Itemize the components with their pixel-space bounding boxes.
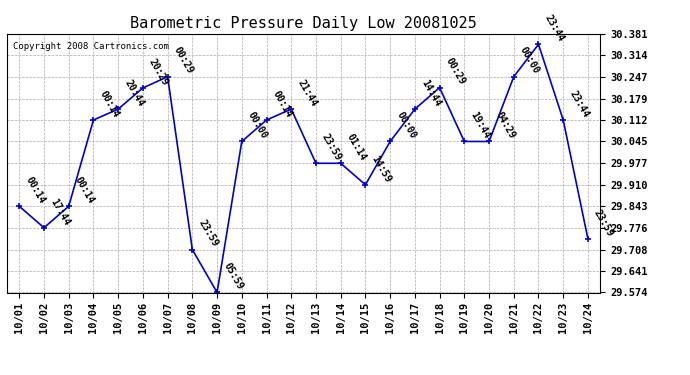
Text: 23:59: 23:59: [592, 208, 615, 238]
Text: 20:29: 20:29: [147, 57, 170, 87]
Text: 00:00: 00:00: [246, 110, 269, 141]
Text: 23:44: 23:44: [542, 13, 566, 44]
Text: 00:14: 00:14: [23, 175, 47, 206]
Text: 00:14: 00:14: [270, 89, 294, 119]
Text: 00:29: 00:29: [172, 45, 195, 76]
Text: 23:59: 23:59: [197, 218, 220, 249]
Text: 17:44: 17:44: [48, 196, 72, 227]
Title: Barometric Pressure Daily Low 20081025: Barometric Pressure Daily Low 20081025: [130, 16, 477, 31]
Text: 00:29: 00:29: [444, 56, 467, 87]
Text: Copyright 2008 Cartronics.com: Copyright 2008 Cartronics.com: [13, 42, 169, 51]
Text: 23:44: 23:44: [567, 89, 591, 119]
Text: 23:59: 23:59: [320, 132, 344, 162]
Text: 14:59: 14:59: [370, 153, 393, 184]
Text: 00:00: 00:00: [518, 45, 541, 76]
Text: 21:44: 21:44: [295, 78, 319, 108]
Text: 00:14: 00:14: [97, 89, 121, 119]
Text: 20:44: 20:44: [122, 78, 146, 108]
Text: 00:00: 00:00: [394, 110, 417, 141]
Text: 01:14: 01:14: [345, 132, 368, 162]
Text: 05:59: 05:59: [221, 261, 244, 292]
Text: 04:29: 04:29: [493, 110, 517, 141]
Text: 19:44: 19:44: [469, 110, 492, 141]
Text: 14:44: 14:44: [419, 78, 442, 108]
Text: 00:14: 00:14: [73, 175, 96, 206]
